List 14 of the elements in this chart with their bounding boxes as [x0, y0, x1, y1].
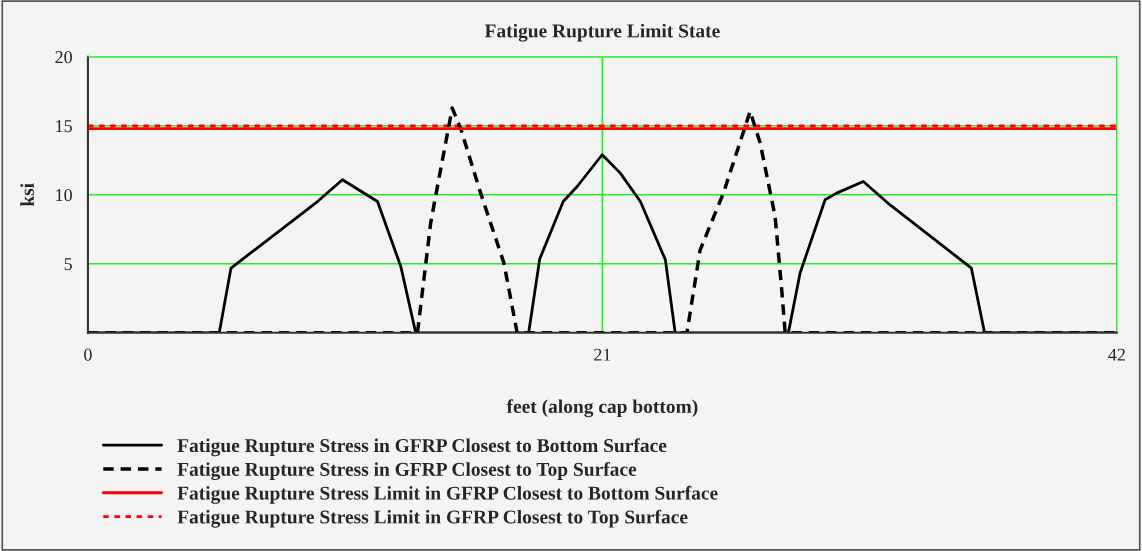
legend-label: Fatigue Rupture Stress in GFRP Closest to Bottom Surface: [177, 438, 667, 457]
legend-label: Fatigue Rupture Stress Limit in GFRP Closest to Top Surface: [177, 509, 688, 528]
x-tick-label: 0: [84, 348, 92, 361]
legend-label: Fatigue Rupture Stress in GFRP Closest to Top Surface: [177, 462, 637, 481]
x-tick-label: 42: [1108, 348, 1125, 361]
x-axis-title: feet (along cap bottom): [506, 399, 698, 418]
y-tick-label: 20: [55, 51, 72, 64]
legend-label: Fatigue Rupture Stress Limit in GFRP Closest to Bottom Surface: [177, 485, 718, 504]
y-tick-label: 5: [64, 258, 72, 271]
y-tick-label: 10: [56, 189, 72, 202]
y-axis-title: ksi: [20, 183, 34, 207]
x-tick-label: 21: [594, 348, 611, 361]
y-tick-label: 15: [56, 120, 72, 133]
chart-title: Fatigue Rupture Limit State: [484, 23, 720, 42]
